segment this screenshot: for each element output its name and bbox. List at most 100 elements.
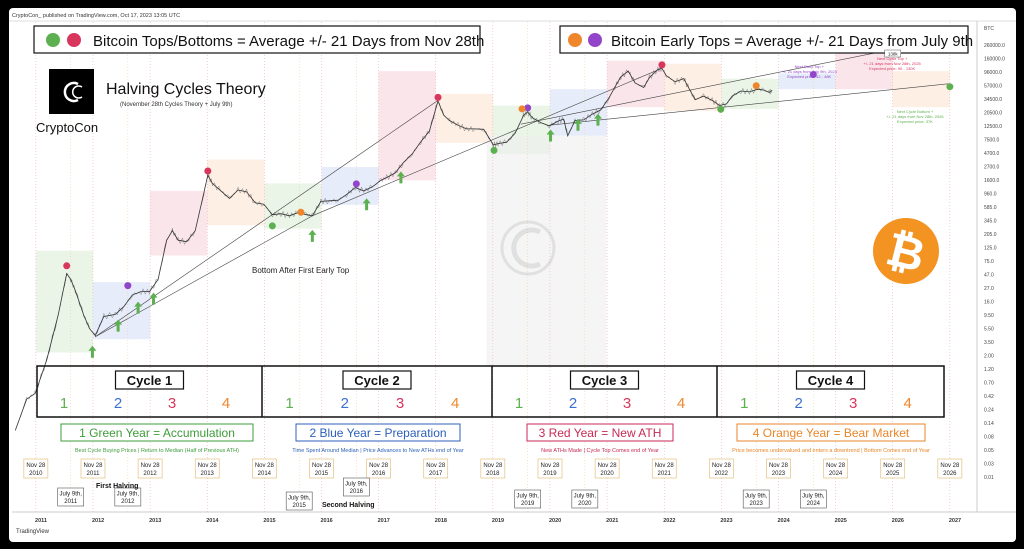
july9-box	[742, 489, 770, 509]
july9-year: 2020	[578, 501, 592, 507]
nov28-box	[823, 458, 848, 479]
year-tick-label: 2023	[720, 518, 732, 524]
nov28-label: Nov 28	[826, 463, 846, 469]
time-axis-ticks: 2011 2012 2013 2014 2015 2016 2017 2018 2019 2020…	[35, 518, 961, 524]
year-tick-label: 2021	[606, 518, 618, 524]
projection-labels: Next Early Top ++/- 21 days from July 9t…	[782, 49, 944, 124]
early-top-orange-dot	[518, 105, 526, 113]
price-tick-label: 160000.0	[984, 57, 1005, 63]
year-number: 3	[623, 395, 631, 412]
year-tick-label: 2025	[835, 518, 847, 524]
year-tick-label: 2019	[492, 518, 504, 524]
up-arrow-icon	[149, 292, 158, 305]
chart-title: Halving Cycles Theory	[106, 81, 266, 98]
year-title: 3 Red Year = New ATH	[539, 426, 662, 440]
nov28-box	[194, 458, 220, 479]
cycle-year-box	[378, 71, 436, 181]
july9-box	[800, 489, 827, 509]
price-tick-label: 7500.0	[984, 138, 1000, 144]
july9-label: July 9th,	[574, 494, 597, 500]
nov28-year: 2011	[87, 471, 101, 477]
cycle-label-box	[114, 370, 185, 390]
year-title: 1 Green Year = Accumulation	[79, 426, 235, 440]
next-cycle-top-label: Expected price: 90 - 130K	[869, 66, 915, 71]
cryptocon-logo	[49, 69, 94, 114]
price-tick-label: 0.70	[984, 381, 994, 387]
price-tick-label: 96000.0	[984, 70, 1002, 76]
red-dot-icon	[67, 33, 81, 47]
nov28-year: 2025	[886, 471, 900, 477]
price-tick-label: 1600.0	[984, 178, 1000, 184]
next-cycle-bottom-label: Expected price: 37K	[897, 119, 933, 124]
year-tick-label: 2013	[149, 518, 161, 524]
july9-year: 2016	[350, 489, 364, 495]
btc-price-series	[14, 67, 773, 431]
cycle-top-dot	[63, 262, 71, 270]
nov28-box	[594, 458, 620, 479]
nov28-year: 2020	[600, 471, 614, 477]
year-number: 4	[904, 395, 912, 412]
cycle-year-box	[264, 183, 322, 229]
year-tick-label: 2015	[263, 518, 275, 524]
price-axis-ticks: 260000.0 160000.0 96000.0 57000.0 34500.0 205…	[984, 43, 1005, 481]
july9-box	[57, 487, 85, 507]
trend-line	[549, 83, 950, 126]
up-arrow-icon	[593, 113, 602, 126]
year-number: 3	[849, 395, 857, 412]
cycle-boxes: Cycle 1 1 2 3 4 Cycle 2 1 2 3 4 Cycle 3 1 2 3 4 Cycle 4…	[36, 365, 945, 418]
up-arrow-icon	[573, 118, 582, 131]
cycle-label: Cycle 1	[127, 373, 173, 388]
cycle-label-box	[795, 370, 866, 390]
price-tick-label: 0.42	[984, 394, 994, 400]
nov28-label: Nov 28	[312, 463, 332, 469]
watermark-box	[486, 135, 607, 367]
nov28-label: Nov 28	[369, 463, 389, 469]
next-cycle-top-label: Next Cycle Top +	[877, 56, 908, 61]
brand-name: CryptoCon	[36, 120, 98, 135]
cycle-bottom-dot	[717, 105, 725, 113]
july9-box	[514, 489, 542, 509]
year-tick-label: 2016	[321, 518, 333, 524]
year-number: 2	[569, 395, 577, 412]
nov28-label: Nov 28	[141, 463, 161, 469]
july9-year: 2015	[293, 503, 307, 509]
nov28-box	[937, 458, 963, 479]
july9-year: 2019	[521, 501, 535, 507]
nov28-box	[480, 458, 506, 479]
up-arrow-icon	[114, 319, 123, 332]
year-detail: Price becomes undervalued and enters a d…	[732, 448, 930, 454]
cycle-year-box	[150, 190, 208, 256]
nov28-label: Nov 28	[655, 463, 675, 469]
nov28-year: 2015	[315, 471, 329, 477]
nov28-year: 2013	[201, 471, 215, 477]
early-top-dot	[809, 70, 817, 78]
year-tick-label: 2024	[778, 518, 791, 524]
price-tick-label: 2700.0	[984, 165, 1000, 171]
year-title: 4 Orange Year = Bear Market	[753, 426, 910, 440]
price-tick-label: 0.14	[984, 421, 994, 427]
tradingview-footer: TradingView	[16, 529, 50, 535]
price-tick-label: 4700.0	[984, 151, 1000, 157]
nov28-label: Nov 28	[255, 463, 275, 469]
nov28-box	[423, 458, 449, 479]
price-tick-label: 345.0	[984, 219, 997, 225]
year-tick-label: 2017	[378, 518, 390, 524]
year-title-box	[736, 423, 926, 442]
year-number: 4	[451, 395, 459, 412]
up-arrow-icon	[134, 301, 143, 314]
up-arrow-icon	[362, 198, 371, 211]
cryptocon-watermark	[500, 220, 556, 276]
nov28-year: 2018	[486, 471, 500, 477]
price-tick-label: 20500.0	[984, 111, 1002, 117]
nov28-box	[651, 458, 677, 479]
nov28-box	[766, 458, 791, 479]
early-top-dot	[352, 180, 360, 188]
year-detail: New ATHs Made | Cycle Top Comes end of Y…	[541, 448, 659, 454]
july9-label: July 9th,	[117, 492, 140, 498]
july9-box	[571, 489, 599, 509]
nov28-label: Nov 28	[712, 463, 732, 469]
nov28-year: 2026	[943, 471, 957, 477]
july9-label: July 9th,	[745, 494, 768, 500]
cycle-year-box	[664, 63, 722, 111]
